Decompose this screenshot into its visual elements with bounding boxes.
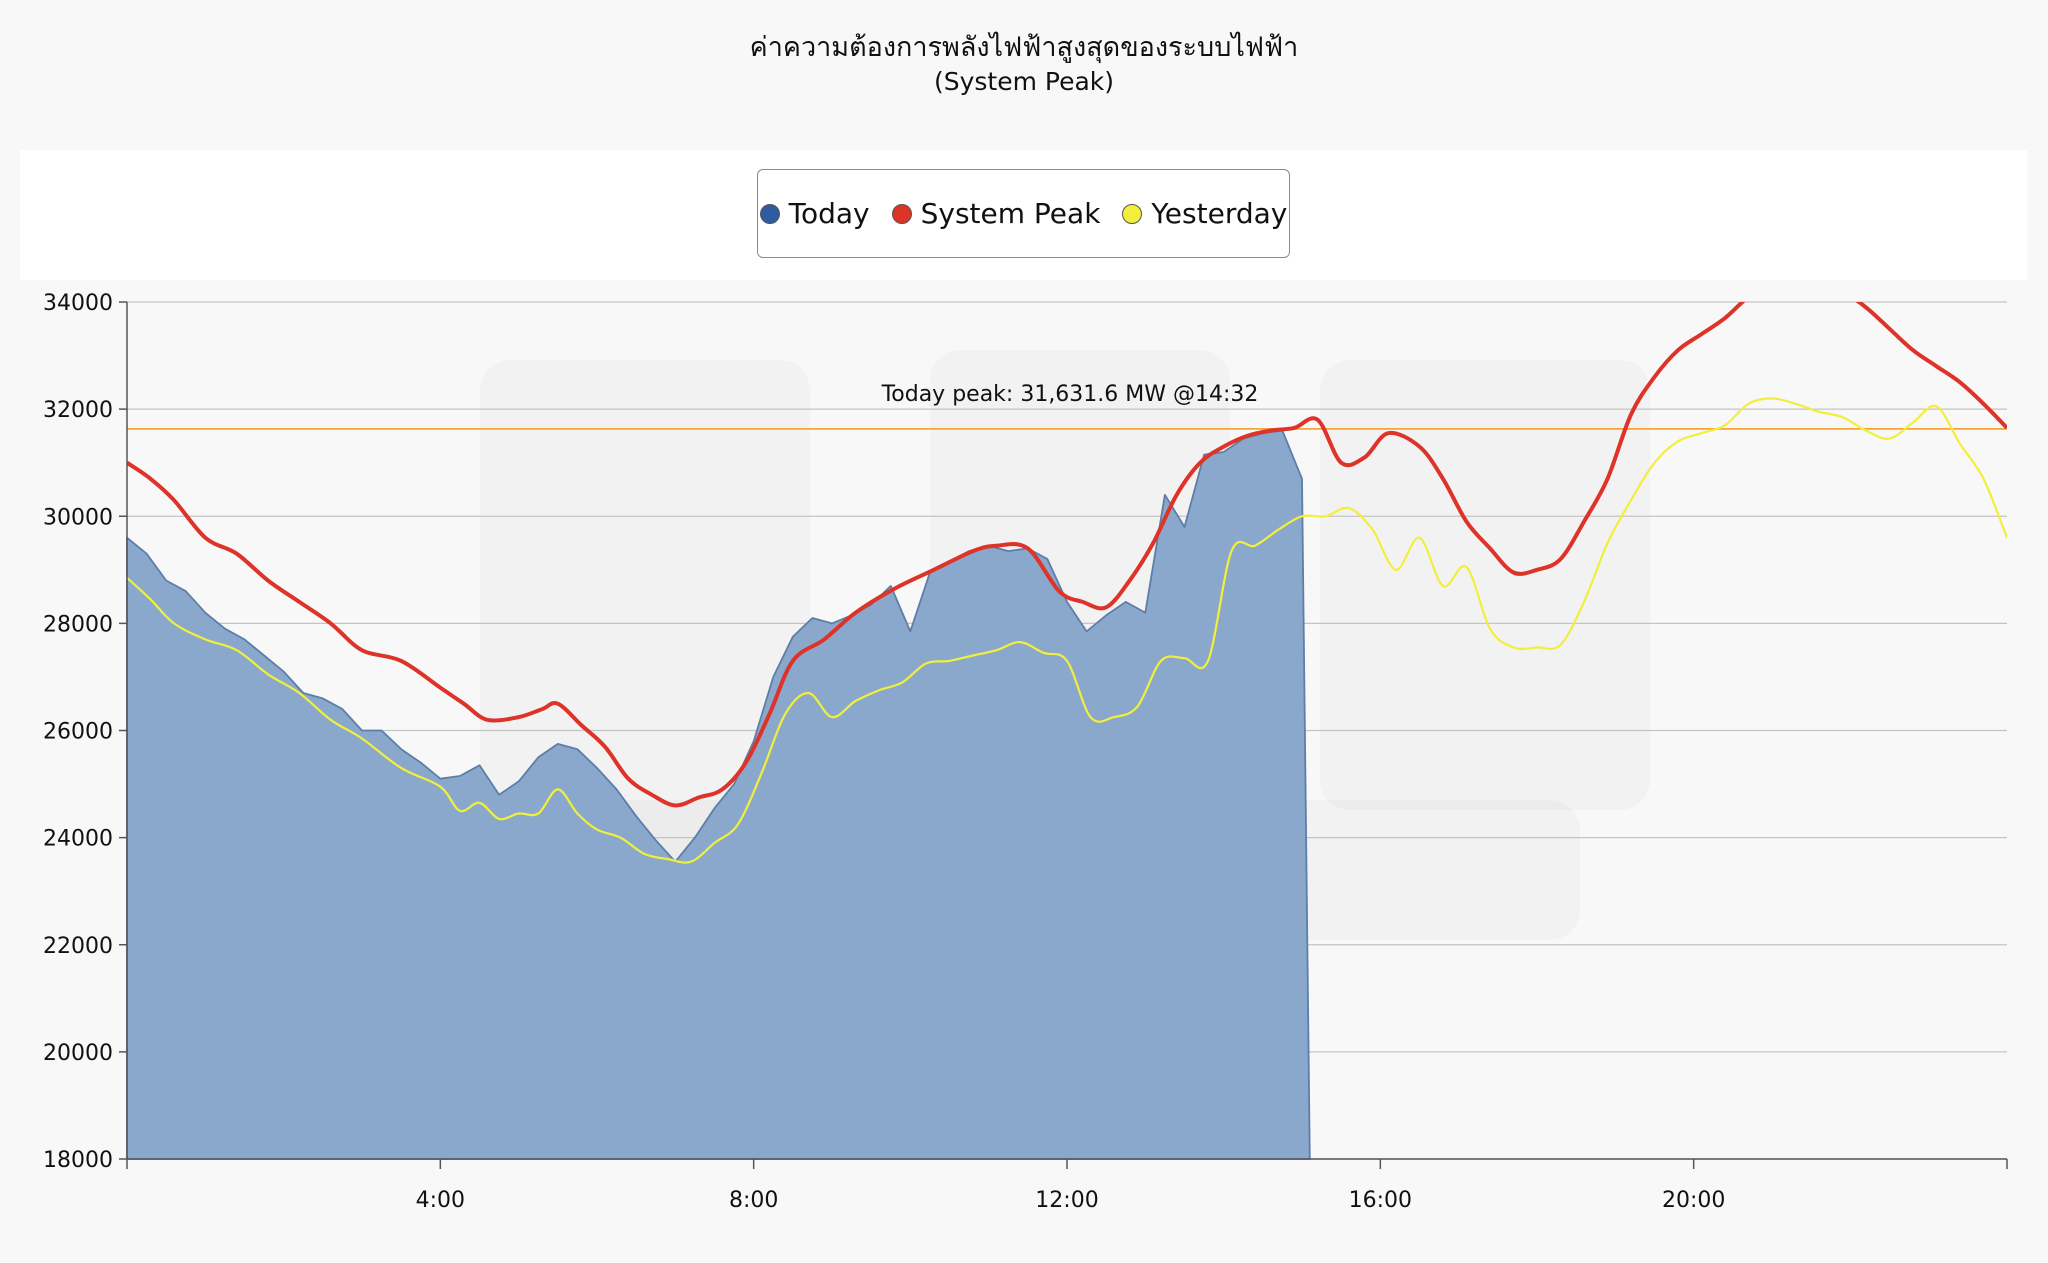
today-area xyxy=(126,429,1311,1160)
chart-legend: Today System Peak Yesterday xyxy=(757,169,1290,258)
y-tick-label: 32000 xyxy=(43,398,113,423)
y-tick-label: 20000 xyxy=(43,1041,113,1066)
y-tick-label: 18000 xyxy=(43,1148,113,1173)
chart-title: ค่าความต้องการพลังไฟฟ้าสูงสุดของระบบไฟฟ้… xyxy=(749,32,1299,63)
x-tick-label: 16:00 xyxy=(1349,1188,1412,1213)
legend-panel: Today System Peak Yesterday xyxy=(20,150,2027,280)
legend-label-system-peak: System Peak xyxy=(920,197,1101,230)
system-peak-series xyxy=(127,302,2007,808)
chart-subtitle: (System Peak) xyxy=(933,67,1115,96)
x-tick-label: 4:00 xyxy=(416,1188,465,1213)
today-series xyxy=(126,429,1311,1160)
y-tick-label: 34000 xyxy=(43,291,113,316)
yesterday-line xyxy=(127,397,2007,864)
legend-item-system-peak[interactable]: System Peak xyxy=(891,197,1101,230)
chart-title-block: ค่าความต้องการพลังไฟฟ้าสูงสุดของระบบไฟฟ้… xyxy=(0,30,2048,98)
legend-item-yesterday[interactable]: Yesterday xyxy=(1122,197,1287,230)
y-tick-label: 24000 xyxy=(43,827,113,852)
legend-marker-yesterday xyxy=(1122,203,1143,224)
system-peak-line xyxy=(127,302,2007,808)
axis-layer: 34000 32000 30000 28000 26000 24000 22000 20000… xyxy=(43,291,2008,1213)
x-tick-label: 20:00 xyxy=(1662,1188,1725,1213)
legend-item-today[interactable]: Today xyxy=(759,197,870,230)
y-tick-label: 26000 xyxy=(43,720,113,745)
y-tick-label: 22000 xyxy=(43,934,113,959)
watermark-shape xyxy=(1320,360,1650,810)
today-peak-label: Today peak: 31,631.6 MW @14:32 xyxy=(881,382,1259,407)
yesterday-series xyxy=(127,397,2007,864)
legend-label-yesterday: Yesterday xyxy=(1151,197,1288,230)
legend-marker-system-peak xyxy=(891,203,912,224)
x-tick-label: 8:00 xyxy=(729,1188,778,1213)
x-tick-label: 12:00 xyxy=(1035,1188,1098,1213)
peak-line-layer: Today peak: 31,631.6 MW @14:32 xyxy=(127,382,2007,430)
legend-marker-today xyxy=(759,203,780,224)
y-tick-label: 30000 xyxy=(43,505,113,530)
y-tick-label: 28000 xyxy=(43,612,113,637)
legend-label-today: Today xyxy=(788,197,870,230)
